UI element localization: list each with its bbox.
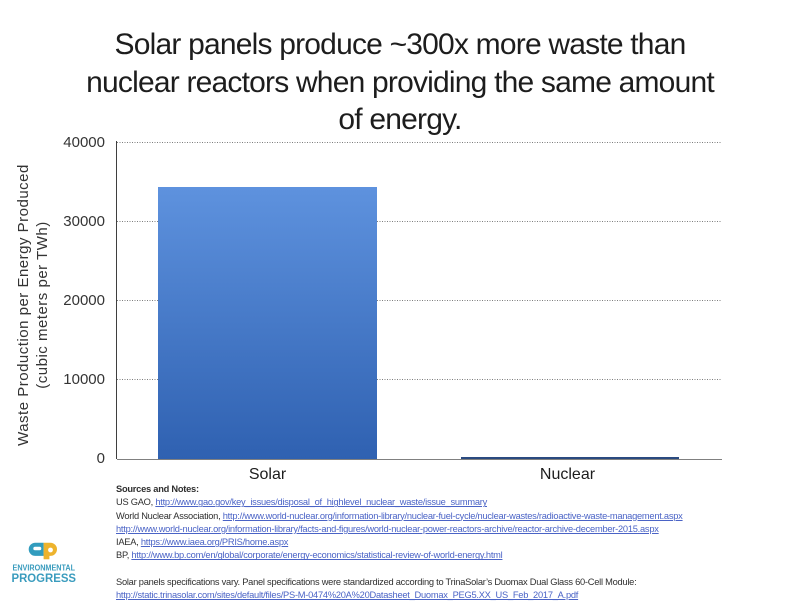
svg-text:ENVIRONMENTAL: ENVIRONMENTAL xyxy=(13,563,76,573)
svg-text:PROGRESS: PROGRESS xyxy=(12,571,77,585)
